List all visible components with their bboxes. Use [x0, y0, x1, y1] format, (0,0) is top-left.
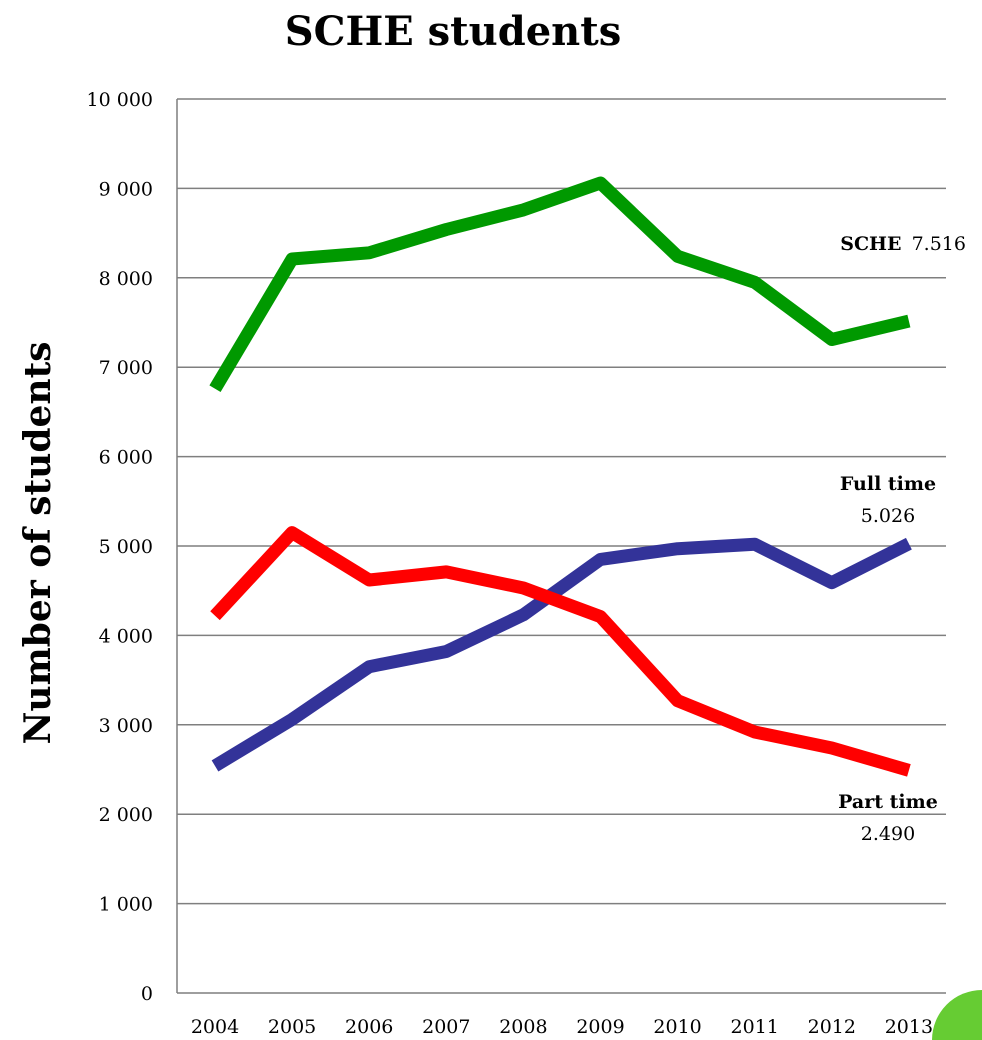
annotation-fulltime-name: Full time	[840, 473, 936, 495]
x-tick-label: 2006	[345, 1016, 393, 1038]
x-tick-labels: 2004 2005 2006 2007 2008 2009 2010 2011 2012 2013	[191, 1016, 933, 1038]
y-tick-label: 10 000	[87, 89, 153, 111]
annotation-sche-value: 7.516	[912, 233, 966, 255]
y-axis-label: Number of students	[17, 342, 59, 745]
gridlines	[176, 98, 946, 994]
x-tick-label: 2010	[653, 1016, 701, 1038]
y-tick-label: 6 000	[99, 447, 153, 469]
y-tick-label: 1 000	[99, 894, 153, 916]
x-tick-label: 2007	[422, 1016, 470, 1038]
annotation-sche-name: SCHE	[840, 233, 901, 255]
y-tick-label: 8 000	[99, 268, 153, 290]
x-tick-label: 2011	[731, 1016, 779, 1038]
y-tick-label: 3 000	[99, 715, 153, 737]
y-tick-label: 9 000	[99, 178, 153, 200]
series-lines	[209, 176, 912, 777]
x-tick-label: 2013	[885, 1016, 933, 1038]
y-tick-label: 0	[141, 983, 153, 1005]
series-line-fulltime	[211, 537, 912, 772]
y-tick-label: 4 000	[99, 625, 153, 647]
annotation-parttime: Part time 2.490	[838, 791, 938, 845]
decorative-corner-circle	[932, 990, 982, 1040]
x-tick-label: 2009	[576, 1016, 624, 1038]
x-tick-label: 2005	[268, 1016, 316, 1038]
annotation-fulltime: Full time 5.026	[840, 473, 936, 527]
series-line-parttime	[210, 526, 911, 777]
series-line-sche	[209, 176, 911, 393]
x-tick-label: 2004	[191, 1016, 239, 1038]
y-tick-label: 7 000	[99, 357, 153, 379]
annotation-sche: SCHE 7.516	[840, 233, 966, 255]
y-tick-label: 5 000	[99, 536, 153, 558]
y-tick-label: 2 000	[99, 804, 153, 826]
x-tick-label: 2012	[808, 1016, 856, 1038]
chart-title: SCHE students	[285, 8, 622, 55]
y-tick-labels: 0 1 000 2 000 3 000 4 000 5 000 6 000 7 000 8 00…	[87, 89, 153, 1005]
x-tick-label: 2008	[499, 1016, 547, 1038]
svg-text:SCHE 7.516: SCHE 7.516	[840, 233, 966, 255]
annotation-parttime-name: Part time	[838, 791, 938, 813]
annotation-fulltime-value: 5.026	[861, 505, 915, 527]
annotation-parttime-value: 2.490	[861, 823, 915, 845]
